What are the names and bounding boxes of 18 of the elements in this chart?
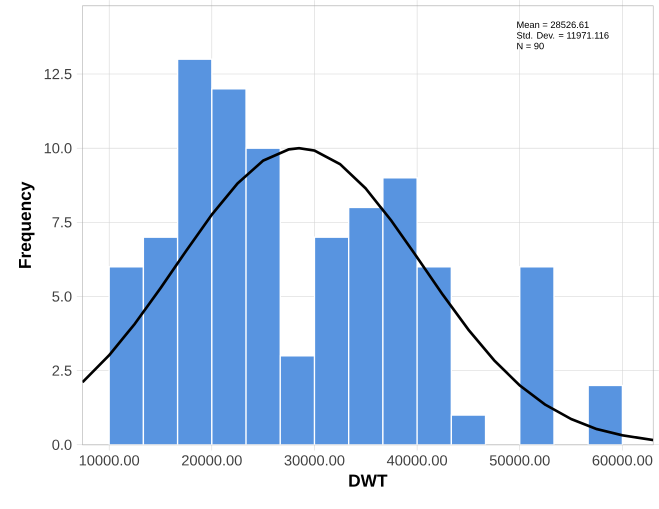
x-tick-label: 10000.00 [80, 455, 140, 466]
x-tick-label: 20000.00 [182, 455, 242, 466]
annotation: Std. Dev. = 11971.116 [516, 32, 609, 39]
x-tick-label: 60000.00 [592, 455, 652, 466]
line-series [82, 147, 654, 442]
annotation: N = 90 [517, 42, 544, 50]
annotation: Mean = 28526.61 [517, 22, 589, 28]
y-tick-label: 5.0 [52, 292, 72, 302]
y-tick-label: 10.0 [44, 143, 72, 154]
y-tick-label: 2.5 [52, 366, 72, 376]
x-tick-label: 40000.00 [386, 455, 448, 466]
x-tick-label: 50000.00 [490, 455, 550, 466]
y-axis-title: Frequency [19, 182, 34, 268]
y-tick-label: 7.5 [52, 217, 72, 228]
x-axis-title: DWT [349, 474, 388, 487]
x-tick-label: 30000.00 [284, 455, 344, 466]
y-tick-label: 12.5 [44, 69, 72, 80]
y-tick-label: 0.0 [52, 440, 72, 450]
